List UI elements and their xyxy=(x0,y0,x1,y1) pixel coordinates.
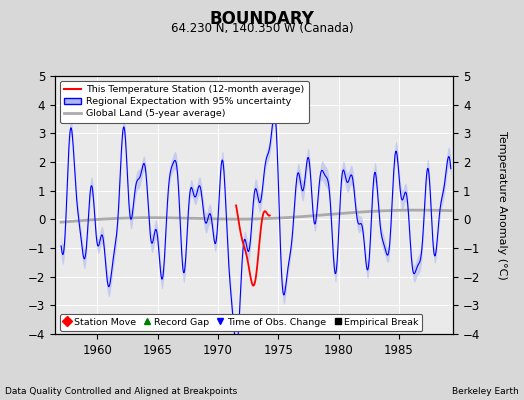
Y-axis label: Temperature Anomaly (°C): Temperature Anomaly (°C) xyxy=(497,131,507,279)
Text: Data Quality Controlled and Aligned at Breakpoints: Data Quality Controlled and Aligned at B… xyxy=(5,387,237,396)
Text: 64.230 N, 140.350 W (Canada): 64.230 N, 140.350 W (Canada) xyxy=(171,22,353,35)
Text: BOUNDARY: BOUNDARY xyxy=(210,10,314,28)
Legend: Station Move, Record Gap, Time of Obs. Change, Empirical Break: Station Move, Record Gap, Time of Obs. C… xyxy=(60,314,422,330)
Text: Berkeley Earth: Berkeley Earth xyxy=(452,387,519,396)
